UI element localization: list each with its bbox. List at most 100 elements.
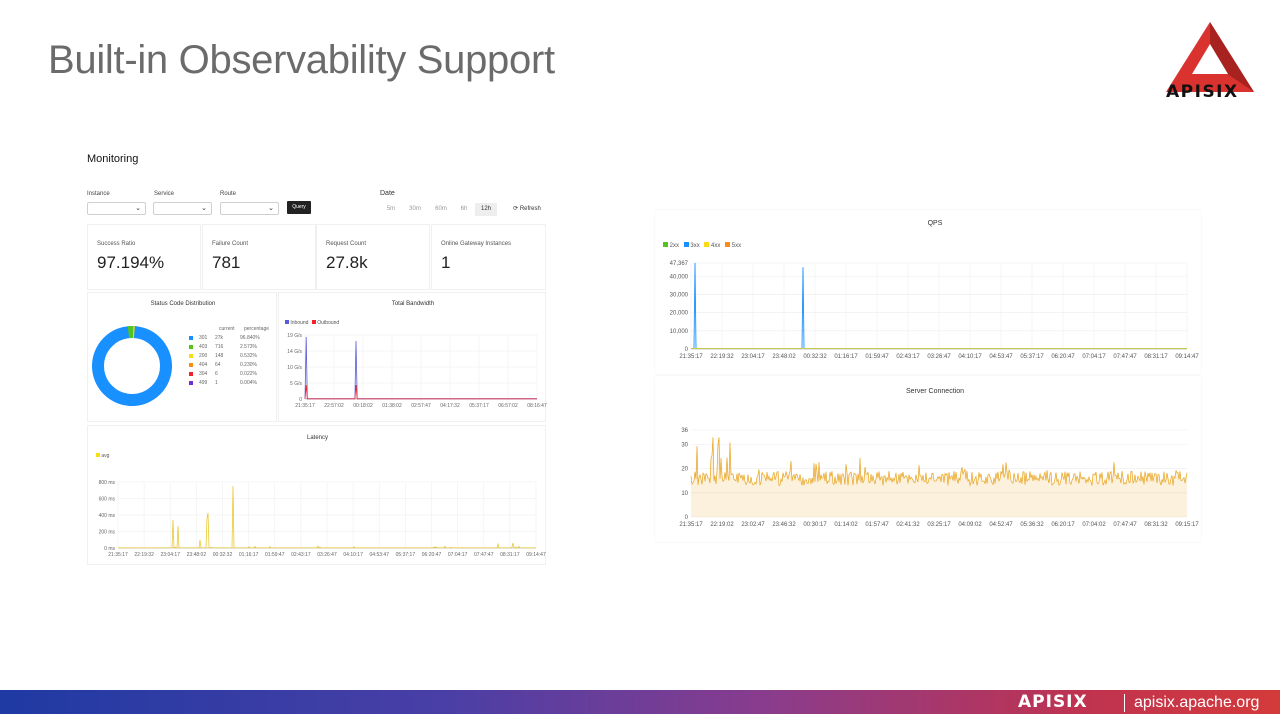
date-label: Date <box>380 190 395 197</box>
x-tick-label: 01:59:47 <box>265 552 285 558</box>
donut-slice-200 <box>92 326 172 406</box>
instance-label: Instance <box>87 191 110 197</box>
legend-dot <box>189 353 193 358</box>
x-tick-label: 22:57:02 <box>324 403 344 409</box>
date-option-6h[interactable]: 6h <box>460 206 468 212</box>
server-connection-chart: 36 30 20 10 021:35:17 22:19:02 23:02:47 23:46:3… <box>679 428 1199 528</box>
x-tick-label: 09:15:17 <box>1175 522 1199 528</box>
legend-swatch-avg <box>96 453 100 457</box>
x-tick-label: 02:57:47 <box>411 403 431 409</box>
footer-url: apisix.apache.org <box>1134 694 1260 711</box>
status-current: 27k <box>215 335 224 341</box>
date-option-30m[interactable]: 30m <box>409 206 421 212</box>
status-code-donut-chart <box>92 326 172 406</box>
status-col-percentage: percentage <box>244 326 269 332</box>
route-label: Route <box>220 191 237 197</box>
x-tick-label: 02:41:32 <box>896 522 920 528</box>
status-percentage: 96.840% <box>240 335 260 341</box>
instance-select[interactable]: ⌄ <box>87 202 146 215</box>
legend-3xx: 3xx <box>690 243 700 249</box>
status-col-current: current <box>219 326 235 332</box>
latency-panel: Latency avg 800 ms 600 ms 400 ms 200 ms 0 ms… <box>87 425 546 565</box>
x-tick-label: 04:10:17 <box>343 552 363 558</box>
x-tick-label: 04:17:32 <box>440 403 460 409</box>
x-tick-label: 21:35:17 <box>108 552 128 558</box>
status-current: 716 <box>215 344 224 350</box>
server-connection-series <box>690 437 1188 487</box>
stat-value: 97.194% <box>97 253 165 272</box>
logo-wordmark: APISIX <box>1166 82 1239 102</box>
status-percentage: 0.022% <box>240 371 257 377</box>
legend-swatch-2xx <box>663 242 668 247</box>
slide-title: Built-in Observability Support <box>48 38 555 82</box>
refresh-label: Refresh <box>519 206 541 212</box>
refresh-icon: ⟳ <box>513 206 520 212</box>
x-tick-label: 06:20:17 <box>1051 522 1075 528</box>
legend-avg: avg <box>101 453 110 459</box>
status-percentage: 0.532% <box>240 353 257 359</box>
footer-bar <box>0 690 1280 714</box>
date-option-5m[interactable]: 5m <box>386 206 396 212</box>
legend-swatch-3xx <box>683 242 689 247</box>
legend-dot <box>189 344 193 349</box>
route-select[interactable]: ⌄ <box>220 202 279 215</box>
x-tick-label: 09:14:47 <box>526 552 546 558</box>
server-connection-panel: Server Connection 36 30 20 10 0 21:35:17 22:19… <box>655 376 1201 542</box>
y-tick-label: 14 G/s <box>287 349 302 355</box>
x-tick-label: 04:09:02 <box>958 522 982 528</box>
service-select[interactable]: ⌄ <box>153 202 212 215</box>
x-tick-label: 06:20:47 <box>1051 354 1075 360</box>
monitoring-screenshot: Monitoring Instance Service Route ⌄ ⌄ ⌄ … <box>87 150 549 570</box>
legend-swatch-outbound <box>311 320 316 324</box>
x-tick-label: 07:47:47 <box>474 552 494 558</box>
x-tick-label: 07:04:02 <box>1082 522 1106 528</box>
chevron-down-icon: ⌄ <box>135 205 141 212</box>
date-option-12h[interactable]: 12h <box>475 203 497 216</box>
x-tick-label: 21:35:17 <box>295 403 315 409</box>
status-row: 404 64 0.230% <box>189 362 257 368</box>
stat-card-failure-count: Failure Count 781 <box>202 224 316 290</box>
x-tick-label: 01:16:17 <box>239 552 259 558</box>
y-tick-label: 0 ms <box>104 546 115 552</box>
outbound-series <box>304 384 537 400</box>
y-tick-label: 30,000 <box>670 293 689 299</box>
x-tick-label: 22:19:32 <box>134 552 154 558</box>
qps-panel: QPS 2xx 3xx 4xx 5xx 47,367 40,000 30,000 20… <box>655 210 1201 374</box>
x-tick-label: 00:18:02 <box>353 403 373 409</box>
stat-value: 1 <box>441 253 451 272</box>
footer-divider <box>1124 694 1125 712</box>
legend-inbound: Inbound <box>290 320 309 326</box>
x-tick-label: 08:31:32 <box>1144 522 1168 528</box>
x-tick-label: 23:04:17 <box>161 552 181 558</box>
x-tick-label: 22:19:32 <box>710 354 734 360</box>
x-tick-label: 21:35:17 <box>679 522 703 528</box>
query-button[interactable]: Query <box>287 201 311 214</box>
legend-dot <box>189 371 193 376</box>
status-code: 301 <box>199 335 208 341</box>
y-tick-label: 10 <box>681 491 688 497</box>
x-tick-label: 23:48:02 <box>187 552 207 558</box>
date-option-60m[interactable]: 60m <box>435 206 447 212</box>
status-code-panel: Status Code Distribution current percent… <box>87 292 277 422</box>
stat-label: Online Gateway Instances <box>441 241 512 247</box>
x-tick-label: 01:14:02 <box>834 522 858 528</box>
status-row: 200 148 0.532% <box>189 353 257 359</box>
panel-title: Status Code Distribution <box>150 301 216 307</box>
refresh-button[interactable]: ⟳ Refresh <box>506 203 548 216</box>
panel-title: Total Bandwidth <box>391 301 435 307</box>
col-percentage-label: percentage <box>244 326 270 332</box>
x-tick-label: 05:37:17 <box>469 403 489 409</box>
service-label: Service <box>154 191 175 197</box>
status-current: 6 <box>215 371 218 377</box>
x-tick-label: 05:37:17 <box>1020 354 1044 360</box>
col-current-label: current <box>219 326 235 332</box>
chevron-down-icon: ⌄ <box>201 205 207 212</box>
y-tick-label: 30 <box>681 443 688 449</box>
y-tick-label: 10 G/s <box>287 365 302 371</box>
x-tick-label: 01:59:47 <box>865 354 889 360</box>
y-tick-label: 10,000 <box>670 329 689 335</box>
legend-2xx: 2xx <box>669 243 680 249</box>
apisix-logo-icon <box>1166 22 1254 92</box>
x-tick-label: 23:02:47 <box>741 522 765 528</box>
y-tick-label: 47,367 <box>670 261 689 267</box>
